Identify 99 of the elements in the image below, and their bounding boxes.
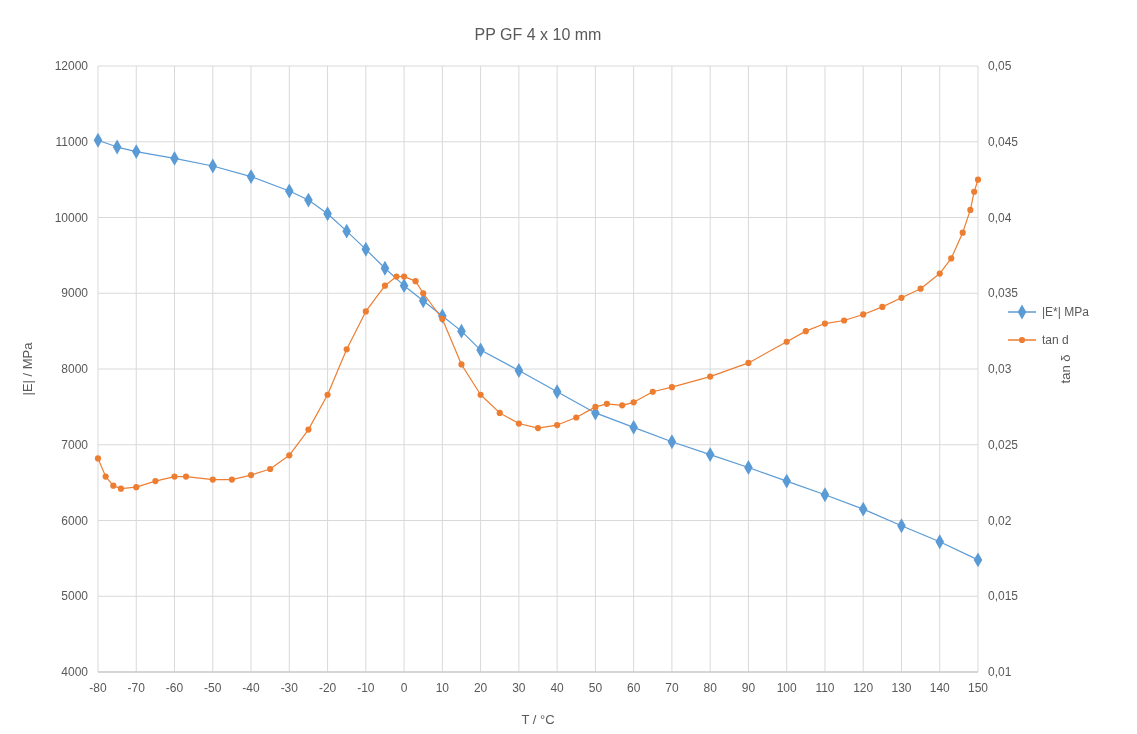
x-tick-label: -50 bbox=[204, 681, 222, 695]
point bbox=[649, 388, 656, 395]
x-tick-label: 20 bbox=[473, 681, 488, 695]
legend-label: |E*| MPa bbox=[1042, 305, 1090, 319]
point bbox=[381, 282, 389, 289]
point bbox=[936, 270, 943, 277]
point bbox=[630, 399, 637, 406]
point bbox=[152, 478, 159, 485]
point bbox=[603, 400, 610, 407]
point bbox=[879, 303, 886, 310]
x-axis-title: T / °C bbox=[521, 712, 555, 727]
y-tick-label: 6000 bbox=[61, 513, 89, 528]
x-tick-label: -60 bbox=[165, 681, 184, 695]
x-tick-label: 50 bbox=[588, 681, 603, 695]
y2-tick-label: 0,03 bbox=[988, 362, 1012, 376]
point bbox=[412, 278, 419, 285]
point bbox=[477, 391, 484, 398]
point bbox=[420, 290, 427, 297]
point bbox=[707, 373, 714, 380]
point bbox=[117, 485, 125, 492]
point bbox=[228, 476, 235, 483]
x-tick-label: 10 bbox=[435, 681, 450, 695]
point bbox=[948, 255, 955, 262]
y-tick-label: 9000 bbox=[61, 286, 89, 301]
x-tick-label: -70 bbox=[127, 681, 146, 695]
point bbox=[967, 206, 974, 214]
x-tick-label: -20 bbox=[318, 681, 337, 695]
x-tick-label: 90 bbox=[741, 681, 756, 695]
point bbox=[343, 346, 350, 353]
point bbox=[209, 476, 216, 483]
point bbox=[573, 414, 580, 421]
point bbox=[917, 285, 924, 292]
point bbox=[171, 473, 178, 480]
point bbox=[841, 317, 848, 324]
point bbox=[974, 176, 982, 183]
point bbox=[362, 308, 369, 315]
point bbox=[496, 409, 503, 417]
y2-tick-label: 0,04 bbox=[988, 210, 1012, 225]
y2-tick-label: 0,01 bbox=[988, 665, 1012, 679]
y-tick-label: 10000 bbox=[54, 210, 89, 225]
x-tick-label: 30 bbox=[512, 681, 526, 695]
y2-tick-label: 0,045 bbox=[988, 134, 1019, 149]
point bbox=[401, 273, 408, 280]
y-tick-label: 11000 bbox=[55, 134, 89, 149]
point bbox=[554, 421, 561, 429]
chart-title: PP GF 4 x 10 mm bbox=[474, 26, 602, 43]
x-tick-label: -40 bbox=[242, 681, 261, 695]
x-tick-label: 70 bbox=[665, 681, 679, 695]
point bbox=[515, 420, 522, 427]
point bbox=[110, 482, 117, 489]
point bbox=[898, 294, 905, 301]
y-tick-label: 7000 bbox=[61, 437, 89, 452]
point bbox=[94, 455, 102, 462]
x-tick-label: 110 bbox=[815, 681, 835, 695]
x-tick-label: -10 bbox=[357, 681, 375, 695]
y2-tick-label: 0,02 bbox=[988, 513, 1012, 528]
x-tick-label: 60 bbox=[626, 681, 641, 695]
y2-tick-label: 0,015 bbox=[988, 589, 1019, 604]
point bbox=[783, 338, 790, 345]
x-tick-label: 120 bbox=[853, 681, 874, 695]
y-axis-title: |E| / MPa bbox=[20, 341, 35, 396]
point bbox=[182, 473, 190, 480]
y-tick-label: 8000 bbox=[61, 362, 89, 376]
point bbox=[305, 426, 312, 433]
point bbox=[267, 465, 274, 473]
y2-tick-label: 0,025 bbox=[988, 437, 1019, 452]
point bbox=[247, 471, 255, 479]
x-tick-label: 80 bbox=[703, 681, 718, 695]
y2-tick-label: 0,05 bbox=[988, 59, 1012, 73]
y-tick-label: 12000 bbox=[54, 59, 89, 73]
point bbox=[802, 328, 809, 335]
x-tick-label: -30 bbox=[280, 681, 299, 695]
point bbox=[286, 452, 293, 459]
x-tick-label: 40 bbox=[550, 681, 565, 695]
point bbox=[959, 229, 966, 236]
point bbox=[458, 361, 465, 368]
point bbox=[592, 403, 599, 410]
y-tick-label: 5000 bbox=[61, 589, 89, 604]
x-tick-label: -80 bbox=[89, 681, 107, 695]
point bbox=[860, 311, 867, 318]
point bbox=[133, 484, 140, 491]
point bbox=[393, 273, 400, 280]
y2-tick-label: 0,035 bbox=[988, 286, 1019, 301]
y-tick-label: 4000 bbox=[61, 665, 89, 679]
point bbox=[534, 425, 542, 432]
x-tick-label: 130 bbox=[891, 681, 912, 695]
x-tick-label: 140 bbox=[929, 681, 951, 695]
point bbox=[971, 188, 978, 195]
point bbox=[102, 473, 109, 480]
point bbox=[821, 320, 829, 327]
point bbox=[619, 402, 626, 409]
x-tick-label: 0 bbox=[400, 681, 408, 695]
x-tick-label: 100 bbox=[776, 681, 798, 695]
point bbox=[745, 359, 752, 367]
legend-label: tan d bbox=[1042, 333, 1069, 347]
point bbox=[668, 384, 675, 391]
point bbox=[324, 391, 331, 398]
x-tick-label: 150 bbox=[967, 681, 989, 695]
y2-axis-title: tan δ bbox=[1058, 354, 1073, 384]
